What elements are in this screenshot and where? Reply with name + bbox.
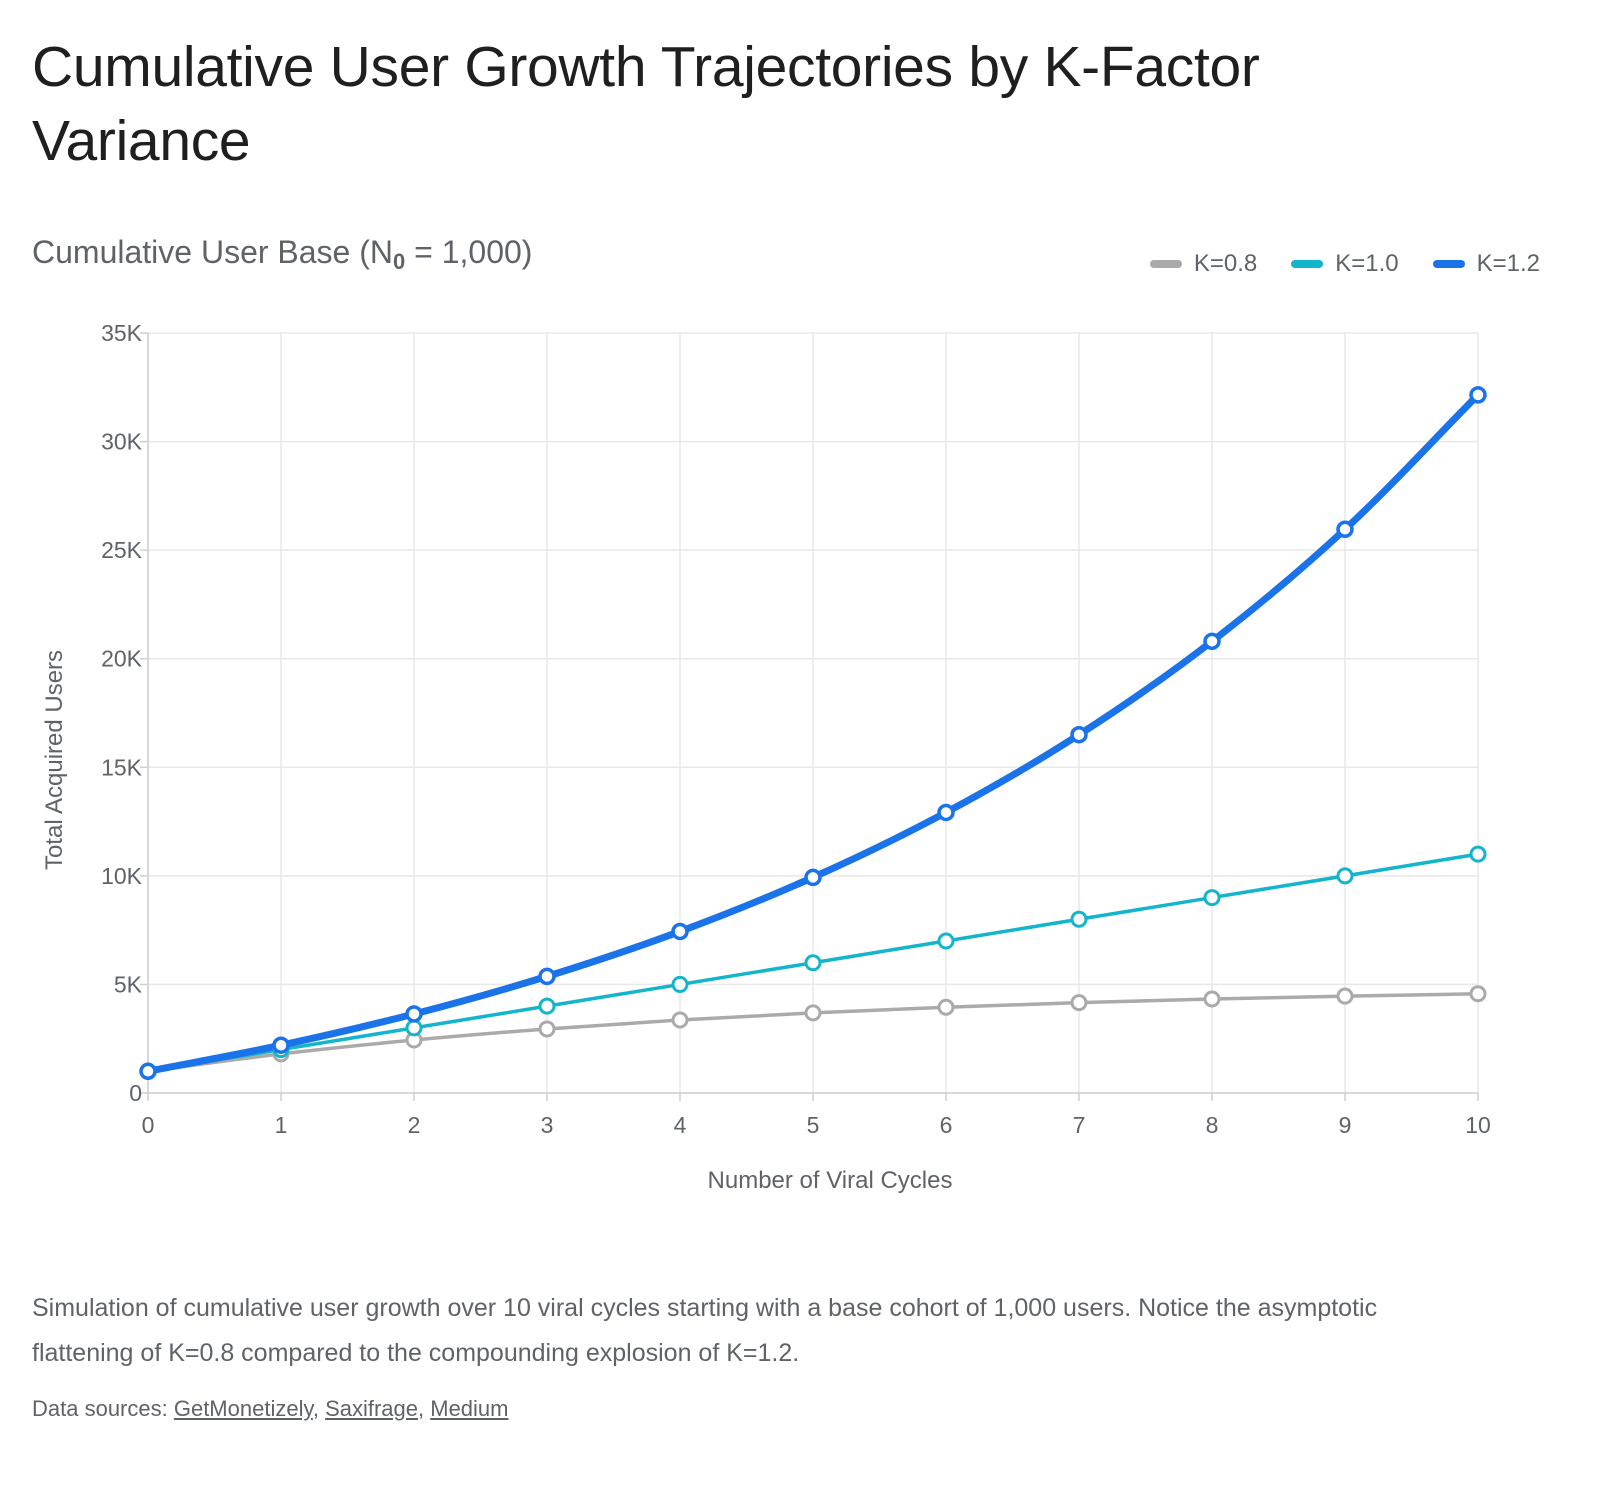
x-tick-label: 5 — [807, 1112, 820, 1138]
data-point-k10[interactable] — [1070, 910, 1088, 928]
data-point-k08[interactable] — [1203, 990, 1221, 1008]
legend-item-k08[interactable]: K=0.8 — [1149, 250, 1258, 278]
data-point-k08[interactable] — [937, 998, 955, 1016]
y-tick-label: 25K — [101, 537, 143, 563]
source-link-saxifrage[interactable]: Saxifrage — [325, 1396, 419, 1421]
legend-swatch-k12 — [1432, 260, 1465, 268]
data-point-k08[interactable] — [1469, 985, 1487, 1003]
data-point-k12[interactable] — [1203, 632, 1221, 651]
data-point-k10[interactable] — [1469, 845, 1487, 863]
data-point-k10[interactable] — [937, 932, 955, 950]
axes: 0 5K 10K 15K 20K 25K 30K 35K 0 1 2 3 4 5 6 7 8 9 10 — [101, 320, 1491, 1138]
legend-label-k08: K=0.8 — [1193, 250, 1258, 277]
data-point-k10[interactable] — [1203, 889, 1221, 907]
y-tick-label: 35K — [101, 320, 143, 346]
x-tick-label: 2 — [408, 1112, 421, 1138]
source-link-getmonetizely[interactable]: GetMonetizely — [173, 1396, 313, 1421]
subtitle-subscript: 0 — [393, 249, 406, 274]
y-axis-label: Total Acquired Users — [41, 650, 68, 870]
data-point-k12[interactable] — [937, 803, 955, 822]
subtitle-suffix: = 1,000) — [405, 234, 533, 270]
x-tick-label: 10 — [1465, 1112, 1491, 1138]
data-point-k12[interactable] — [139, 1062, 157, 1081]
data-point-k12[interactable] — [804, 868, 822, 887]
data-point-k08[interactable] — [1336, 987, 1354, 1005]
x-tick-label: 9 — [1339, 1112, 1352, 1138]
data-point-k10[interactable] — [804, 954, 822, 972]
grid-lines — [147, 332, 1479, 1094]
data-point-k12[interactable] — [1336, 520, 1354, 539]
series-points — [139, 386, 1487, 1081]
data-point-k10[interactable] — [1336, 867, 1354, 885]
data-point-k12[interactable] — [1469, 386, 1487, 404]
sources-prefix: Data sources: — [32, 1396, 174, 1421]
legend-item-k12[interactable]: K=1.2 — [1432, 250, 1540, 278]
y-tick-label: 10K — [101, 863, 143, 889]
data-point-k12[interactable] — [538, 967, 556, 986]
subtitle-prefix: Cumulative User Base (N — [32, 234, 393, 270]
x-tick-label: 3 — [541, 1112, 554, 1138]
data-point-k12[interactable] — [272, 1036, 290, 1054]
data-point-k10[interactable] — [538, 997, 556, 1015]
data-point-k08[interactable] — [804, 1004, 822, 1022]
data-point-k12[interactable] — [1070, 725, 1088, 744]
x-tick-label: 6 — [940, 1112, 953, 1138]
legend-label-k10: K=1.0 — [1335, 250, 1399, 277]
data-point-k12[interactable] — [405, 1005, 423, 1023]
legend-item-k10[interactable]: K=1.0 — [1291, 250, 1399, 278]
y-tick-label: 0 — [129, 1080, 142, 1106]
data-point-k10[interactable] — [405, 1019, 423, 1037]
x-tick-label: 4 — [674, 1112, 687, 1138]
chart-caption: Simulation of cumulative user growth ove… — [32, 1294, 1378, 1367]
legend-swatch-k08 — [1149, 260, 1182, 268]
line-chart: 0 5K 10K 15K 20K 25K 30K 35K 0 1 2 3 4 5 6 7 8 9 10 Number… — [41, 320, 1491, 1194]
data-point-k08[interactable] — [671, 1011, 689, 1029]
x-tick-label: 7 — [1073, 1112, 1086, 1138]
x-tick-label: 8 — [1206, 1112, 1219, 1138]
chart-legend: K=0.8 K=1.0 K=1.2 — [1149, 250, 1540, 278]
y-tick-label: 5K — [114, 971, 143, 997]
y-tick-label: 20K — [101, 646, 143, 672]
legend-label-k12: K=1.2 — [1476, 250, 1540, 277]
data-point-k12[interactable] — [671, 922, 689, 941]
x-tick-label: 0 — [142, 1112, 155, 1138]
legend-swatch-k10 — [1291, 260, 1324, 268]
chart-title: Cumulative User Growth Trajectories by K… — [32, 35, 1260, 173]
x-tick-label: 1 — [275, 1112, 288, 1138]
data-point-k08[interactable] — [1070, 994, 1088, 1012]
y-tick-label: 30K — [101, 429, 143, 455]
data-point-k10[interactable] — [671, 975, 689, 993]
series-line-k12 — [144, 391, 1482, 1075]
data-sources: Data sources: GetMonetizely, Saxifrage, … — [32, 1396, 509, 1421]
data-point-k08[interactable] — [538, 1020, 556, 1038]
y-tick-label: 15K — [101, 754, 143, 780]
source-link-medium[interactable]: Medium — [430, 1396, 509, 1421]
x-axis-label: Number of Viral Cycles — [708, 1167, 953, 1194]
chart-subtitle: Cumulative User Base (N0 = 1,000) — [32, 234, 532, 275]
